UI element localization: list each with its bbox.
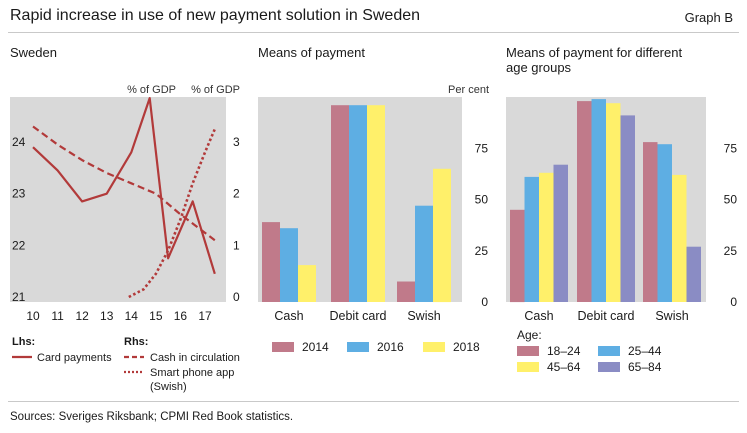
footer-rule bbox=[8, 401, 739, 402]
bar-cash-0 bbox=[510, 209, 525, 303]
y-tick-label: 25 bbox=[724, 244, 738, 258]
legend-rhs-heading: Rhs: bbox=[124, 336, 148, 348]
right-tick-label: 1 bbox=[233, 238, 240, 252]
x-tick-label: 12 bbox=[75, 309, 89, 323]
legend-swatch bbox=[347, 342, 369, 352]
sources-footnote: Sources: Sveriges Riksbank; CPMI Red Boo… bbox=[10, 411, 294, 423]
x-tick-label: 15 bbox=[149, 309, 163, 323]
left-tick-label: 21 bbox=[12, 290, 26, 304]
x-tick-label: 10 bbox=[26, 309, 40, 323]
category-label: Cash bbox=[274, 309, 303, 323]
bar-debit-card-1 bbox=[349, 105, 367, 302]
bar-cash-2 bbox=[298, 265, 316, 302]
bar-debit-card-2 bbox=[606, 103, 621, 302]
legend-label: 45–64 bbox=[547, 360, 581, 374]
bar-debit-card-2 bbox=[367, 105, 385, 302]
bar-cash-1 bbox=[280, 228, 298, 302]
bar-debit-card-1 bbox=[591, 99, 606, 302]
bar-cash-3 bbox=[553, 164, 568, 302]
right-tick-label: 2 bbox=[233, 187, 240, 201]
x-tick-label: 16 bbox=[174, 309, 188, 323]
panel-title-sweden: Sweden bbox=[10, 45, 57, 60]
title-rule bbox=[8, 32, 739, 33]
legend-label: 2016 bbox=[377, 340, 404, 354]
category-label: Debit card bbox=[578, 309, 635, 323]
bar-swish-0 bbox=[397, 281, 415, 302]
left-axis-unit: % of GDP bbox=[127, 84, 176, 96]
bar-debit-card-0 bbox=[331, 105, 349, 302]
legend-title: Age: bbox=[517, 328, 542, 342]
legend-label: (Swish) bbox=[150, 381, 187, 393]
page-title: Rapid increase in use of new payment sol… bbox=[10, 7, 421, 24]
bar-swish-0 bbox=[643, 142, 658, 302]
age-bar-chart: 0 25 50 75 Cash Debit card Swish Age: 18–24 25–44… bbox=[506, 97, 737, 374]
bar-cash-1 bbox=[524, 176, 539, 302]
right-tick-label: 3 bbox=[233, 135, 240, 149]
y-tick-label: 0 bbox=[730, 295, 737, 309]
legend-label: 2018 bbox=[453, 340, 480, 354]
left-tick-label: 24 bbox=[12, 135, 26, 149]
line-chart-plot-area bbox=[10, 97, 226, 302]
bar-swish-2 bbox=[433, 168, 451, 303]
bar-swish-1 bbox=[415, 205, 433, 302]
panel-title-means: Means of payment bbox=[258, 45, 365, 60]
bar-cash-0 bbox=[262, 222, 280, 302]
payment-bar-chart: Per cent 0 25 50 75 Cash Debit card Swish 2014 20… bbox=[258, 84, 489, 354]
category-label: Swish bbox=[407, 309, 440, 323]
legend-lhs-heading: Lhs: bbox=[12, 336, 35, 348]
left-tick-label: 23 bbox=[12, 187, 26, 201]
left-tick-label: 22 bbox=[12, 238, 26, 252]
bar-swish-2 bbox=[672, 174, 687, 302]
legend-swatch bbox=[423, 342, 445, 352]
graph-label: Graph B bbox=[684, 10, 733, 25]
legend-label: Card payments bbox=[37, 352, 112, 364]
y-tick-label: 25 bbox=[475, 244, 489, 258]
legend-swatch bbox=[517, 346, 539, 356]
series-line-card-payments bbox=[32, 96, 216, 275]
bar-swish-3 bbox=[686, 246, 701, 302]
bar-debit-card-0 bbox=[577, 101, 592, 302]
x-tick-label: 14 bbox=[125, 309, 139, 323]
legend-swatch bbox=[517, 362, 539, 372]
legend-label: Smart phone app bbox=[150, 367, 234, 379]
series-line-cash-in-circulation bbox=[32, 125, 216, 242]
right-axis-unit: % of GDP bbox=[191, 84, 240, 96]
legend-swatch bbox=[598, 346, 620, 356]
x-tick-label: 13 bbox=[100, 309, 114, 323]
bar-cash-2 bbox=[539, 172, 554, 302]
bar-debit-card-3 bbox=[620, 115, 635, 303]
category-label: Cash bbox=[524, 309, 553, 323]
legend-label: 25–44 bbox=[628, 344, 662, 358]
category-label: Debit card bbox=[330, 309, 387, 323]
x-tick-label: 11 bbox=[51, 309, 64, 323]
legend-label: 2014 bbox=[302, 340, 329, 354]
x-tick-label: 17 bbox=[198, 309, 212, 323]
y-tick-label: 0 bbox=[481, 295, 488, 309]
series-line-smart-phone-app-swish- bbox=[128, 128, 216, 299]
legend-label: Cash in circulation bbox=[150, 352, 240, 364]
legend-swatch bbox=[598, 362, 620, 372]
y-tick-label: 75 bbox=[475, 141, 489, 155]
legend-swatch bbox=[272, 342, 294, 352]
y-tick-label: 75 bbox=[724, 141, 738, 155]
right-tick-label: 0 bbox=[233, 290, 240, 304]
legend-label: 65–84 bbox=[628, 360, 662, 374]
category-label: Swish bbox=[655, 309, 688, 323]
panel-title-age: Means of payment for different age group… bbox=[506, 45, 683, 75]
legend-label: 18–24 bbox=[547, 344, 581, 358]
bar-swish-1 bbox=[657, 144, 672, 302]
y-tick-label: 50 bbox=[475, 193, 489, 207]
y-tick-label: 50 bbox=[724, 193, 738, 207]
y-axis-unit: Per cent bbox=[448, 84, 489, 96]
